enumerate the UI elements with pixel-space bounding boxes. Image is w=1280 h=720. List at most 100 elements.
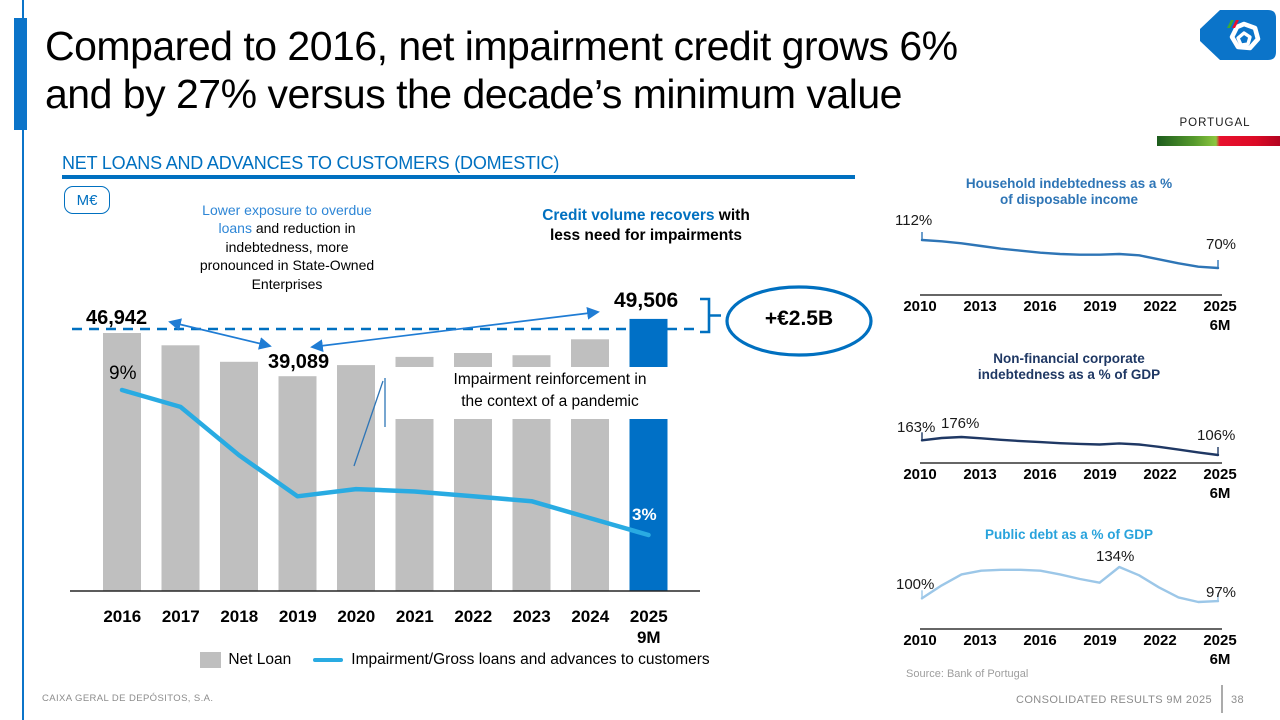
nfc-x-labels: 2010 2013 2016 2019 2022 2025 6M xyxy=(890,465,1250,503)
callout-credit-highlight: Credit volume recovers xyxy=(542,207,715,224)
nfc_indebtedness-x-label-2019: 2019 xyxy=(1083,466,1117,483)
legend-line-label: Impairment/Gross loans and advances to c… xyxy=(351,651,710,668)
callout-credit-volume: Credit volume recovers with less need fo… xyxy=(525,206,767,246)
mini-title-nfc-line2: indebtedness as a % of GDP xyxy=(977,367,1161,382)
public-debt-start-value: 100% xyxy=(896,576,935,593)
mini-chart-title-household: Household indebtedness as a % of disposa… xyxy=(893,176,1245,208)
mini-title-household-line2: of disposable income xyxy=(999,192,1139,207)
mini-chart-title-public-debt: Public debt as a % of GDP xyxy=(984,527,1154,542)
net-loan-bar-2025-highlight xyxy=(629,318,668,591)
public_debt-x-label-2019: 2019 xyxy=(1083,632,1117,649)
callout-credit-rest: with less need for impairments xyxy=(549,207,750,245)
callout-overdue-rest: and reduction in indebtedness, more pron… xyxy=(199,220,375,292)
x-label-2022: 2022 xyxy=(454,607,493,626)
cgd-logo-shield xyxy=(1200,10,1276,60)
impairment-end-label: 3% xyxy=(632,505,657,524)
bar-2017 xyxy=(161,345,200,591)
x-label-2023: 2023 xyxy=(512,607,551,626)
unit-badge: M€ xyxy=(64,186,110,214)
nfc_indebtedness-x-label-2010: 2010 xyxy=(903,466,937,483)
nfc-start-value: 163% xyxy=(897,419,936,436)
x-label-2017: 2017 xyxy=(161,607,200,626)
bar-2019 xyxy=(278,376,317,591)
nfc_indebtedness-x-label-2016: 2016 xyxy=(1023,466,1057,483)
x-label-2025: 2025 9M xyxy=(629,607,668,647)
impairment-start-label: 9% xyxy=(109,363,137,384)
title-accent-bar xyxy=(14,18,27,130)
mini-charts xyxy=(920,232,1222,630)
legend-line-swatch xyxy=(313,657,344,663)
bar-2025 xyxy=(629,318,668,591)
mini-title-nfc-line1: Non-financial corporate xyxy=(993,351,1145,366)
bar-2016 xyxy=(103,333,141,591)
x-label-2024: 2024 xyxy=(571,607,610,626)
impairment-ratio-line xyxy=(119,387,651,538)
cgd-logo-green-stripe xyxy=(1227,20,1234,28)
nfc-peak-value: 176% xyxy=(941,415,980,432)
main-chart-legend: Net Loan Impairment/Gross loans and adva… xyxy=(60,651,850,669)
public_debt-x-label-2022: 2022 xyxy=(1143,632,1177,649)
legend-bar-label: Net Loan xyxy=(228,651,292,668)
public_debt-x-label-2013: 2013 xyxy=(963,632,997,649)
x-label-2021: 2021 xyxy=(395,607,434,626)
pandemic-leader-line xyxy=(353,380,384,467)
value-label-2016: 46,942 xyxy=(86,307,148,329)
x-label-2018: 2018 xyxy=(220,607,259,626)
footer-company: CAIXA GERAL DE DEPÓSITOS, S.A. xyxy=(42,693,214,704)
pandemic-note-line2: the context of a pandemic xyxy=(461,393,639,411)
callout-overdue-loans: Lower exposure to overdue loans and redu… xyxy=(192,201,382,293)
household-start-value: 112% xyxy=(895,212,933,229)
bar-2018 xyxy=(220,361,258,591)
nfc_indebtedness-x-label-2025: 2025 6M xyxy=(1203,466,1237,502)
delta-badge-ellipse xyxy=(725,285,873,357)
household_indebtedness-x-label-2025: 2025 6M xyxy=(1203,298,1237,334)
public_debt-line xyxy=(920,565,1220,604)
footer-page-number: 38 xyxy=(1231,694,1245,706)
nfc_indebtedness-x-label-2013: 2013 xyxy=(963,466,997,483)
source-note: Source: Bank of Portugal xyxy=(906,668,1029,680)
delta-bracket xyxy=(700,297,721,334)
portugal-label: PORTUGAL xyxy=(1179,117,1251,129)
nfc_indebtedness-x-label-2022: 2022 xyxy=(1143,466,1177,483)
left-edge-rule xyxy=(22,0,24,720)
cgd-logo xyxy=(1200,10,1276,60)
public-debt-x-labels: 2010 2013 2016 2019 2022 2025 6M xyxy=(890,631,1250,669)
footer-separator xyxy=(1221,685,1223,713)
arrow-46942-to-39089 xyxy=(168,318,272,350)
mini-title-household-line1: Household indebtedness as a % xyxy=(965,176,1173,191)
household_indebtedness-x-label-2016: 2016 xyxy=(1023,298,1057,315)
public_debt-x-label-2025: 2025 6M xyxy=(1203,632,1237,668)
slide-title-line1: Compared to 2016, net impairment credit … xyxy=(45,23,958,69)
main-chart-header-underline xyxy=(62,175,855,179)
pandemic-note: Impairment reinforcement in the context … xyxy=(388,367,712,419)
arrow-39089-to-49506 xyxy=(310,306,600,353)
bar-2020 xyxy=(337,365,375,591)
household_indebtedness-x-label-2013: 2013 xyxy=(963,298,997,315)
callout-overdue-highlight: Lower exposure to overdue loans xyxy=(202,202,372,237)
public_debt-x-label-2016: 2016 xyxy=(1023,632,1057,649)
pandemic-note-line1: Impairment reinforcement in xyxy=(453,371,647,388)
net-loan-bars xyxy=(103,333,609,591)
public-debt-end-value: 97% xyxy=(1206,584,1237,601)
main-chart-header: NET LOANS AND ADVANCES TO CUSTOMERS (DOM… xyxy=(62,153,560,173)
x-label-2019: 2019 xyxy=(278,607,317,626)
cgd-logo-symbol xyxy=(1229,21,1261,51)
slide-title-line2: and by 27% versus the decade’s minimum v… xyxy=(45,71,902,117)
x-label-2020: 2020 xyxy=(337,607,376,626)
mini-chart-title-nfc: Non-financial corporate indebtedness as … xyxy=(893,351,1245,383)
nfc_indebtedness-line xyxy=(920,435,1220,457)
cgd-logo-red-stripe xyxy=(1232,20,1239,28)
household_indebtedness-x-label-2022: 2022 xyxy=(1143,298,1177,315)
household-end-value: 70% xyxy=(1206,236,1237,253)
delta-badge-value: +€2.5B xyxy=(764,307,834,330)
value-label-2025: 49,506 xyxy=(614,289,679,312)
x-label-2016: 2016 xyxy=(103,607,142,626)
household_indebtedness-x-label-2019: 2019 xyxy=(1083,298,1117,315)
portugal-flag-bar xyxy=(1157,136,1280,146)
household_indebtedness-line xyxy=(920,238,1220,270)
public_debt-x-label-2010: 2010 xyxy=(903,632,937,649)
public-debt-peak-value: 134% xyxy=(1096,548,1135,565)
value-label-2019: 39,089 xyxy=(268,351,330,373)
legend-bar-swatch xyxy=(200,652,222,668)
